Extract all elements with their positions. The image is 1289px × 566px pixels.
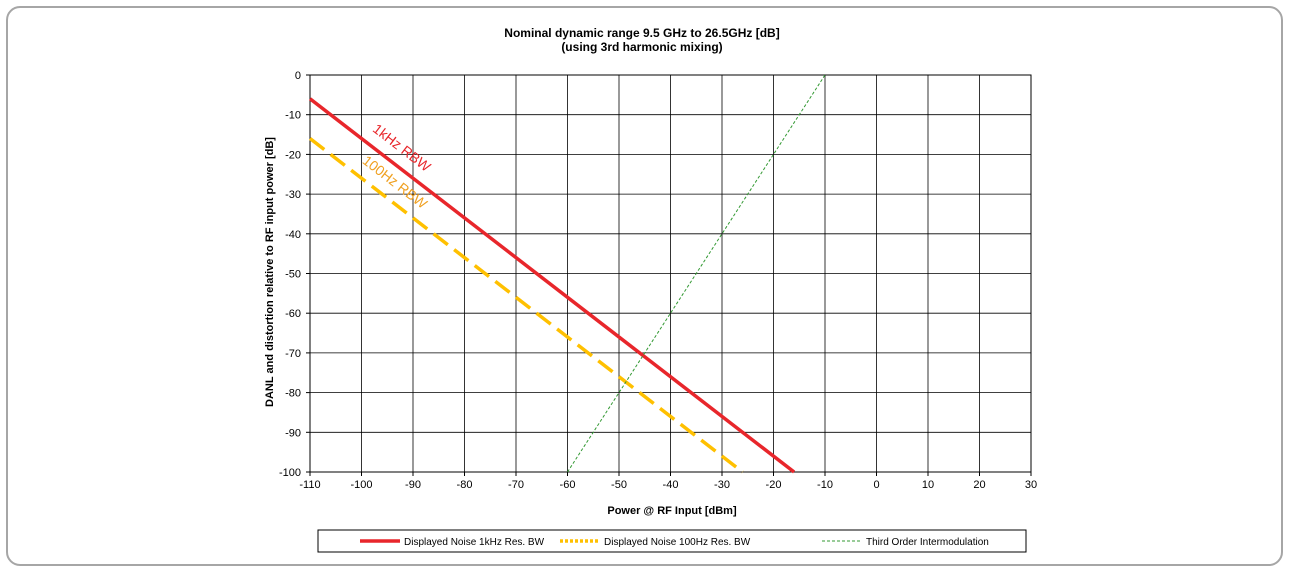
series-line-0 [308,97,796,474]
series-line-1 [308,137,744,474]
x-tick-label: 20 [973,479,985,491]
y-tick-label: -80 [285,388,301,400]
series-line-2 [567,74,826,473]
x-tick-label: -60 [560,479,576,491]
x-axis: -110 -100 -90 -80 -70 -60 -50 -40 -30 -20 -10 0 10 20… [299,472,1037,491]
legend-box [317,529,1027,553]
y-tick-label: -70 [285,348,301,360]
x-tick-label: -80 [457,479,473,491]
y-axis: 0 -10 -20 -30 -40 -50 -60 -70 -80 -90 -100 [279,70,310,479]
y-tick-label: -100 [279,467,301,479]
legend-label-0: Displayed Noise 1kHz Res. BW [404,537,545,548]
y-axis-label: DANL and distortion relative to RF input… [264,137,276,407]
grid [309,74,1032,473]
y-tick-label: -50 [285,269,301,281]
x-axis-label: Power @ RF Input [dBm] [607,505,737,517]
x-tick-label: -30 [714,479,730,491]
y-tick-label: -20 [285,149,301,161]
chart-subtitle: (using 3rd harmonic mixing) [561,40,722,54]
x-tick-label: -50 [611,479,627,491]
y-tick-label: -30 [285,189,301,201]
x-tick-label: 10 [922,479,934,491]
y-tick-label: -40 [285,229,301,241]
x-tick-label: -20 [766,479,782,491]
x-tick-label: -90 [405,479,421,491]
y-tick-label: -90 [285,427,301,439]
x-tick-label: -10 [817,479,833,491]
chart-frame [6,6,1283,566]
x-tick-label: 0 [873,479,879,491]
series-lines [308,74,826,474]
x-tick-label: -100 [350,479,372,491]
legend-label-1: Displayed Noise 100Hz Res. BW [604,537,751,548]
y-tick-label: -60 [285,308,301,320]
y-tick-label: -10 [285,110,301,122]
y-tick-label: 0 [295,70,301,82]
x-tick-label: -40 [663,479,679,491]
x-tick-label: 30 [1025,479,1037,491]
legend-label-2: Third Order Intermodulation [866,537,989,548]
legend: Displayed Noise 1kHz Res. BW Displayed No… [317,529,1027,553]
x-tick-label: -70 [508,479,524,491]
x-tick-label: -110 [299,479,320,491]
chart-title: Nominal dynamic range 9.5 GHz to 26.5GHz… [504,26,779,40]
